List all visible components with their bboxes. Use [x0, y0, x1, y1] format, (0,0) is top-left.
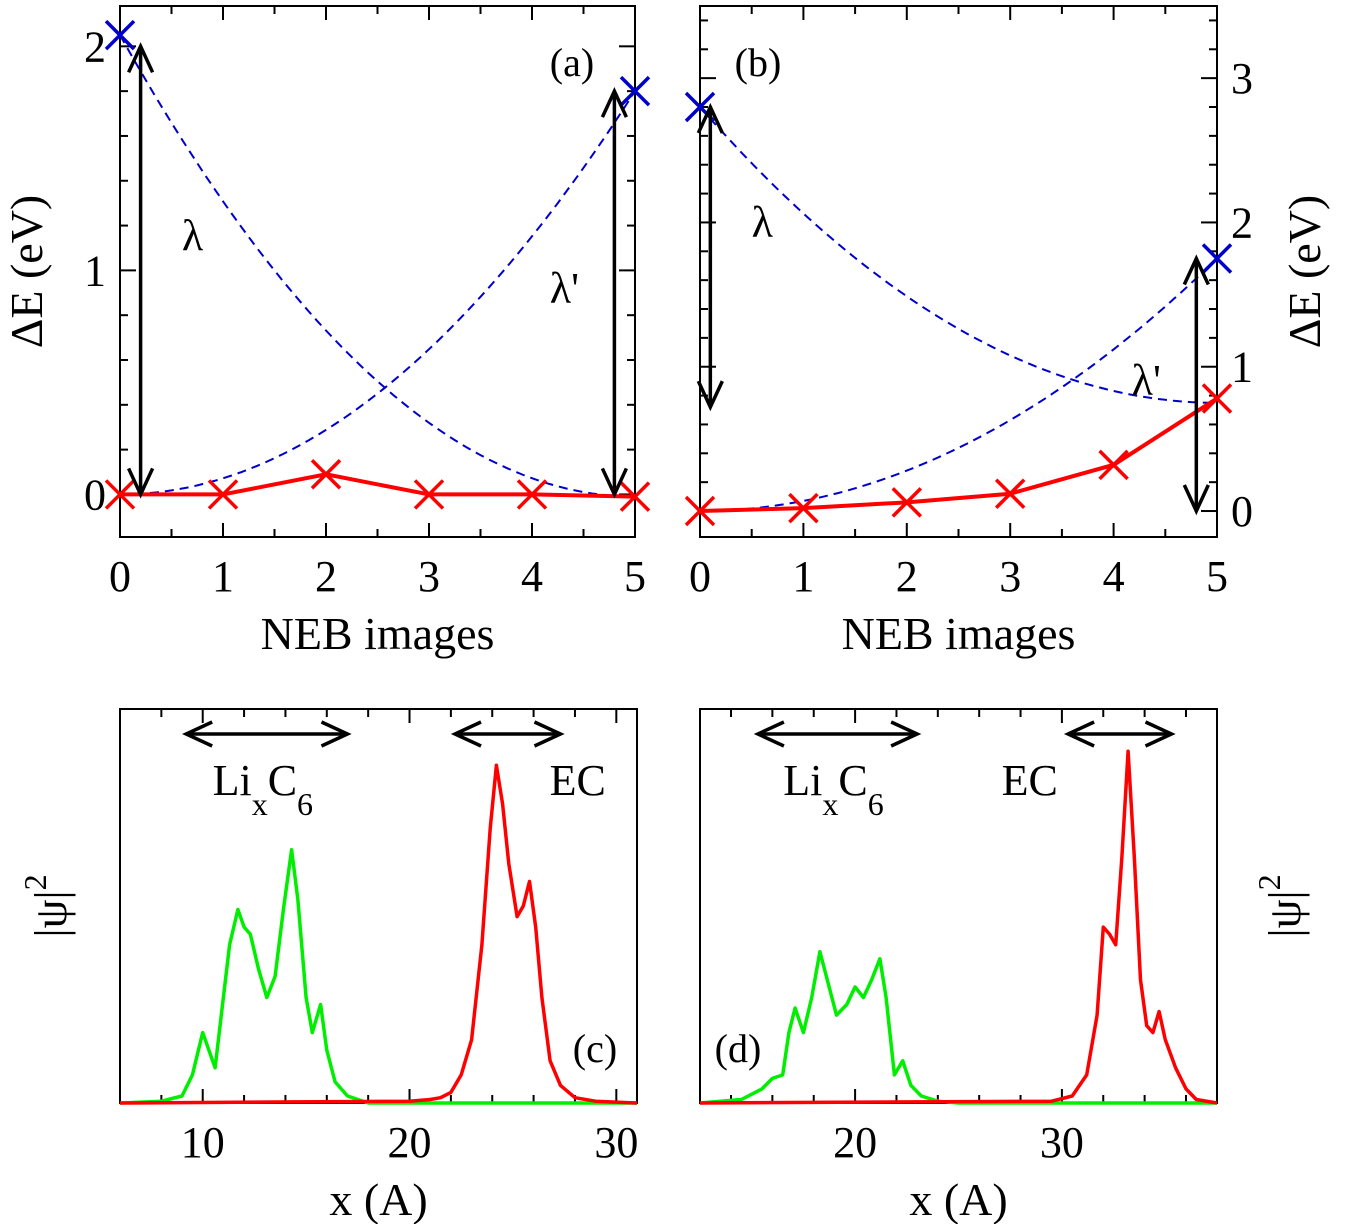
series-point	[619, 481, 651, 512]
x-tick-label: 5	[624, 552, 646, 601]
x-tick-label: 1	[212, 552, 234, 601]
arrow-head	[890, 720, 922, 748]
parabola-curve	[699, 106, 1218, 404]
series-line	[699, 396, 1219, 514]
x-tick-label: 20	[388, 1118, 432, 1167]
x-tick-label: 3	[418, 552, 440, 601]
y-axis-label: ΔE (eV)	[1279, 195, 1330, 348]
series-point	[1098, 449, 1129, 481]
arrow-head	[1182, 254, 1210, 286]
series-point	[684, 495, 716, 527]
x-tick-label: 20	[833, 1118, 877, 1167]
panel-d: 20 30 x (A) |ψ|2 (d) LixC6 EC	[699, 708, 1310, 1224]
red-density-curve	[119, 763, 638, 1105]
arrow-head	[753, 720, 785, 748]
region-label: LixC6	[213, 756, 313, 822]
y-tick-label: 0	[84, 470, 106, 519]
arrow-head	[450, 720, 482, 748]
x-tick-label: 30	[1040, 1118, 1084, 1167]
panel-label: (a)	[550, 40, 594, 85]
series-line	[120, 472, 636, 499]
plot-frame	[699, 708, 1218, 1104]
region-label: LixC6	[783, 756, 883, 822]
green-density-curve	[119, 847, 637, 1105]
x-tick-label: 3	[999, 552, 1021, 601]
arrow-head	[600, 86, 628, 118]
region-label: EC	[1002, 756, 1058, 805]
green-density-curve	[699, 949, 1217, 1105]
region-label: EC	[550, 756, 606, 805]
lambda-label: λ	[182, 211, 204, 260]
parabola-curve	[119, 90, 636, 496]
panel-label: (c)	[573, 1026, 617, 1071]
x-tick-label: 2	[896, 552, 918, 601]
parabola-curve	[119, 34, 636, 498]
arrow-head	[696, 102, 724, 134]
y-axis-label: |ψ|2	[1251, 874, 1310, 937]
lambda-label: λ'	[1132, 356, 1161, 405]
x-tick-label: 10	[181, 1118, 225, 1167]
parabola-point	[104, 19, 136, 51]
x-tick-label: 0	[109, 552, 131, 601]
y-tick-label: 3	[1231, 54, 1253, 103]
lambda-label: λ'	[550, 264, 579, 313]
x-axis-label: NEB images	[842, 608, 1076, 659]
x-tick-label: 0	[689, 552, 711, 601]
arrow-head	[600, 467, 628, 499]
x-axis-label: x (A)	[909, 1174, 1007, 1224]
series-point	[310, 459, 342, 490]
series-point	[516, 479, 548, 510]
y-axis-label: ΔE (eV)	[1, 195, 52, 348]
x-tick-label: 1	[792, 552, 814, 601]
series-point	[207, 479, 239, 510]
series-point	[1201, 383, 1233, 414]
arrow-head	[181, 720, 213, 748]
x-axis-label: NEB images	[261, 608, 495, 659]
y-tick-label: 0	[1231, 487, 1253, 536]
panel-c: 10 20 30 x (A) |ψ|2 (c) LixC6 EC	[17, 708, 638, 1224]
y-tick-label: 1	[1231, 343, 1253, 392]
arrow-head	[1063, 720, 1095, 748]
arrow-head	[696, 380, 724, 412]
y-tick-label: 2	[1231, 198, 1253, 247]
parabola-point	[1201, 243, 1233, 274]
arrow-head	[320, 720, 352, 748]
arrow-head	[533, 720, 565, 748]
y-tick-label: 1	[84, 246, 106, 295]
arrow-head	[127, 467, 155, 499]
panel-label: (d)	[715, 1026, 762, 1071]
x-tick-label: 4	[1103, 552, 1125, 601]
series-point	[891, 487, 923, 518]
arrow-head	[1144, 720, 1176, 748]
lambda-label: λ	[752, 198, 774, 247]
y-axis-label: |ψ|2	[17, 874, 76, 937]
parabola-point	[619, 75, 651, 107]
arrow-head	[127, 42, 155, 74]
series-point	[994, 478, 1026, 509]
x-tick-label: 4	[521, 552, 543, 601]
x-tick-label: 30	[594, 1118, 638, 1167]
x-tick-label: 2	[315, 552, 337, 601]
arrow-head	[1182, 484, 1210, 516]
series-point	[104, 479, 136, 510]
panel-label: (b)	[735, 40, 782, 85]
series-point	[788, 492, 819, 524]
panel-a: 0 1 2 3 4 5 0 1 2 NEB images ΔE (eV) (a) λ λ'	[1, 5, 651, 659]
series-point	[413, 479, 445, 510]
y-tick-label: 2	[84, 22, 106, 71]
x-tick-label: 5	[1206, 552, 1228, 601]
x-axis-label: x (A)	[329, 1174, 427, 1224]
red-density-curve	[699, 749, 1218, 1105]
plot-frame	[699, 5, 1218, 538]
